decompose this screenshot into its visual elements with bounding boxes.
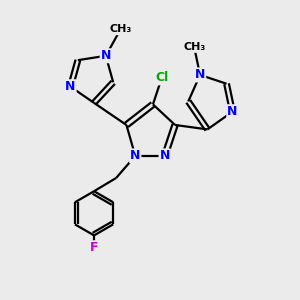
Text: CH₃: CH₃	[183, 42, 205, 52]
Text: N: N	[227, 105, 238, 118]
Text: Cl: Cl	[155, 71, 168, 84]
Text: N: N	[130, 149, 140, 162]
Text: F: F	[90, 241, 98, 254]
Text: N: N	[195, 68, 205, 81]
Text: N: N	[100, 49, 111, 62]
Text: N: N	[160, 149, 170, 162]
Text: CH₃: CH₃	[110, 24, 132, 34]
Text: N: N	[65, 80, 76, 93]
